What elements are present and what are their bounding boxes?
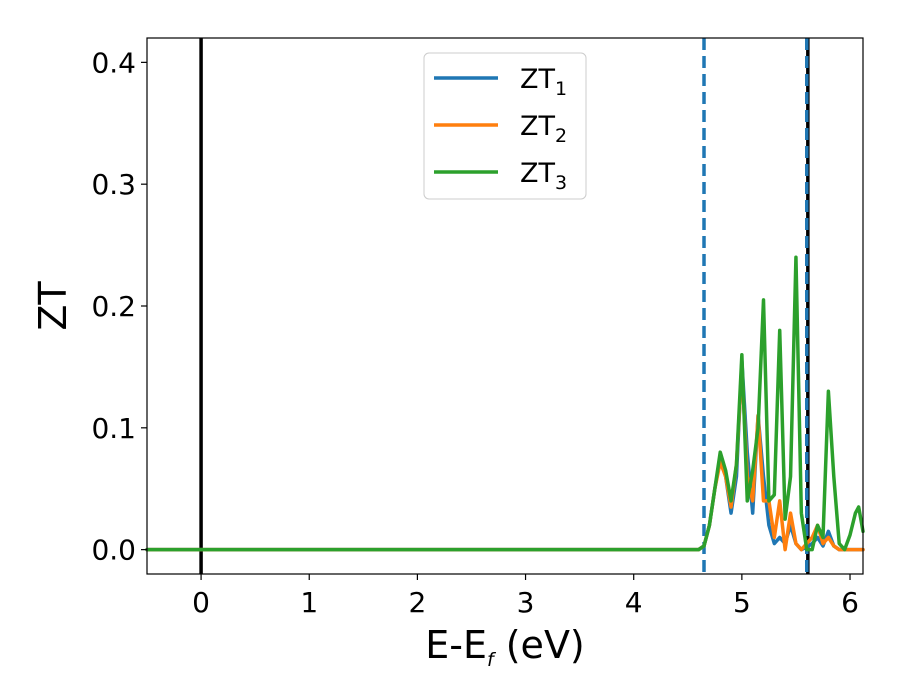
y-axis-ticks: 0.0 0.1 0.2 0.3 0.4 bbox=[91, 46, 147, 567]
x-axis-label: E-Ef (eV) bbox=[425, 623, 585, 671]
x-tick-label: 5 bbox=[733, 586, 751, 619]
x-tick-label: 2 bbox=[408, 586, 426, 619]
x-tick-label: 1 bbox=[300, 586, 318, 619]
y-tick-label: 0.3 bbox=[91, 168, 136, 201]
series-line-zt3 bbox=[145, 255, 865, 552]
x-axis-ticks: 0 1 2 3 4 5 6 bbox=[192, 574, 859, 619]
x-tick-label: 0 bbox=[192, 586, 210, 619]
legend: ZT1 ZT2 ZT3 bbox=[423, 52, 587, 200]
x-tick-label: 6 bbox=[841, 586, 859, 619]
y-tick-label: 0.4 bbox=[91, 46, 136, 79]
x-tick-label: 3 bbox=[517, 586, 535, 619]
y-tick-label: 0.0 bbox=[91, 534, 136, 567]
y-tick-label: 0.1 bbox=[91, 412, 136, 445]
y-axis-label: ZT bbox=[31, 281, 75, 331]
legend-label-zt2: ZT2 bbox=[520, 111, 567, 147]
legend-box bbox=[423, 52, 587, 200]
legend-label-zt1: ZT1 bbox=[520, 64, 567, 100]
x-tick-label: 4 bbox=[625, 586, 643, 619]
series-lines bbox=[145, 255, 865, 552]
y-tick-label: 0.2 bbox=[91, 290, 136, 323]
legend-label-zt3: ZT3 bbox=[520, 158, 567, 194]
vertical-reference-lines bbox=[199, 38, 810, 574]
